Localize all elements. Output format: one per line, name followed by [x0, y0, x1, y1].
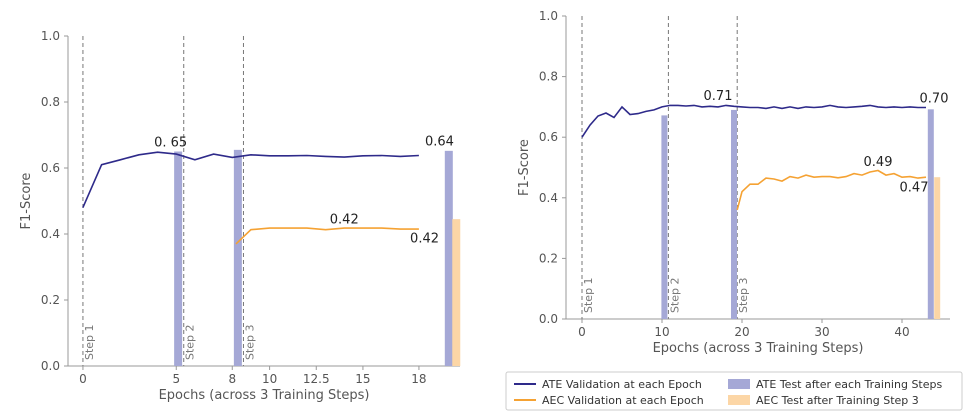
x-tick-label: 20: [734, 325, 749, 339]
data-label: 0.71: [704, 89, 733, 104]
test-bar: [444, 150, 453, 366]
series-line: [581, 104, 926, 138]
legend-swatch-patch: [728, 395, 750, 405]
y-tick-label: 0.2: [539, 251, 558, 265]
legend: ATE Validation at each Epoch ATE Test aft…: [505, 371, 963, 411]
y-tick-label: 0.4: [41, 227, 60, 241]
data-label: 0.49: [864, 155, 893, 170]
legend-label: ATE Validation at each Epoch: [542, 378, 702, 391]
chart-right: 0.0 0.2 0.4 0.6 0.8 1.0 0 10 20 30 40 Epochs (acros…: [517, 9, 950, 356]
legend-box: [505, 371, 963, 411]
x-axis-label: Epochs (across 3 Training Steps): [159, 388, 370, 403]
legend-label: ATE Test after each Training Steps: [756, 378, 942, 391]
data-label: 0.42: [330, 212, 359, 227]
y-tick-label: 0.0: [539, 312, 558, 326]
y-tick-label: 0.4: [539, 191, 558, 205]
y-tick-label: 1.0: [41, 29, 60, 43]
x-tick-label: 5: [172, 372, 180, 386]
x-tick-label: 0: [578, 325, 586, 339]
x-axis-label: Epochs (across 3 Training Steps): [653, 341, 864, 356]
data-label: 0.70: [920, 91, 949, 106]
x-tick-label: 40: [894, 325, 909, 339]
test-bar: [452, 219, 461, 366]
test-bar: [731, 109, 737, 320]
step-label: Step 2: [184, 324, 197, 360]
series-line: [235, 227, 419, 245]
test-bar: [927, 109, 934, 319]
x-tick-label: 15: [355, 372, 370, 386]
y-tick-label: 0.2: [41, 293, 60, 307]
y-axis-label: F1-Score: [19, 173, 34, 230]
x-tick-label: 12.5: [303, 372, 330, 386]
series-line: [736, 169, 927, 211]
y-tick-label: 0.6: [41, 161, 60, 175]
test-bar: [233, 149, 242, 366]
data-label: 0. 65: [154, 136, 187, 151]
x-tick-label: 10: [654, 325, 669, 339]
test-bar: [934, 177, 941, 319]
legend-swatch-patch: [728, 379, 750, 389]
step-label: Step 3: [737, 277, 750, 313]
x-tick-label: 30: [814, 325, 829, 339]
y-tick-label: 0.6: [539, 130, 558, 144]
step-label: Step 3: [243, 324, 256, 360]
chart-left: 0.0 0.2 0.4 0.6 0.8 1.0 0 5 8 10 12.5 15 18 Epochs (a…: [19, 29, 461, 403]
test-bar: [174, 151, 183, 366]
step-label: Step 1: [83, 324, 96, 360]
y-tick-label: 0.8: [41, 95, 60, 109]
series-line: [82, 151, 419, 208]
legend-label: AEC Test after Training Step 3: [756, 394, 919, 407]
x-tick-label: 18: [411, 372, 426, 386]
data-label: 0.47: [900, 181, 929, 196]
data-label: 0.64: [425, 135, 454, 150]
step-label: Step 2: [668, 277, 681, 313]
step-label: Step 1: [582, 277, 595, 313]
legend-label: AEC Validation at each Epoch: [542, 394, 704, 407]
x-tick-label: 10: [262, 372, 277, 386]
y-tick-label: 0.8: [539, 70, 558, 84]
y-tick-label: 1.0: [539, 9, 558, 23]
y-axis-label: F1-Score: [517, 139, 532, 196]
x-tick-label: 8: [228, 372, 236, 386]
test-bar: [661, 115, 668, 319]
x-tick-label: 0: [79, 372, 87, 386]
y-tick-label: 0.0: [41, 359, 60, 373]
data-label: 0.42: [410, 231, 439, 246]
